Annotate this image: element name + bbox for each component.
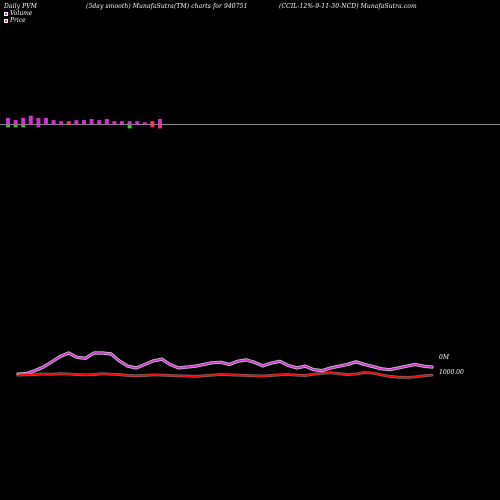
pvm-bar <box>104 119 109 125</box>
header-symbol-title: (CCIL-12%-9-11-30-NCD) MunafaSutra.com <box>279 3 417 10</box>
pvm-bar <box>13 125 18 128</box>
pvm-bar <box>127 125 132 129</box>
pvm-bar <box>82 120 86 125</box>
pvm-bar <box>66 121 71 125</box>
pvm-bar <box>36 117 41 125</box>
pvm-bar <box>135 121 140 125</box>
pvm-bar <box>97 120 102 125</box>
pvm-bar <box>21 117 26 125</box>
pvm-bar <box>74 120 79 125</box>
pvm-bar <box>36 125 41 128</box>
pvm-bar <box>59 121 64 125</box>
pvm-bar <box>150 125 155 128</box>
pvm-bar <box>158 119 162 125</box>
pvm-bar <box>28 115 33 125</box>
legend-price-swatch <box>4 18 8 23</box>
pvm-bar <box>13 120 18 125</box>
legend-volume-swatch <box>4 11 8 16</box>
pvm-bar <box>127 121 132 125</box>
pvm-bar <box>21 125 26 128</box>
volume-line <box>17 352 433 376</box>
price-axis-label: 1000.00 <box>439 369 464 376</box>
price-line <box>17 371 433 379</box>
header-left-title: Daily PVM <box>4 3 37 10</box>
pvm-bar <box>6 117 10 125</box>
pvm-bar <box>51 120 56 125</box>
legend-price-label: Price <box>10 17 26 24</box>
pvm-bar <box>120 121 124 125</box>
pvm-bar <box>112 121 117 125</box>
legend-price: Price <box>4 17 26 24</box>
legend-volume-label: Volume <box>10 10 33 17</box>
pvm-bar <box>142 122 147 125</box>
volume-axis-label: 0M <box>439 354 449 361</box>
header-chart-title: (5day smooth) MunafaSutra(TM) charts for… <box>86 3 248 10</box>
pvm-bar <box>44 117 48 125</box>
pvm-bar <box>150 121 155 125</box>
pvm-bar <box>89 119 94 125</box>
pvm-bar <box>6 125 10 128</box>
pvm-bar <box>158 125 162 129</box>
legend-volume: Volume <box>4 10 32 17</box>
